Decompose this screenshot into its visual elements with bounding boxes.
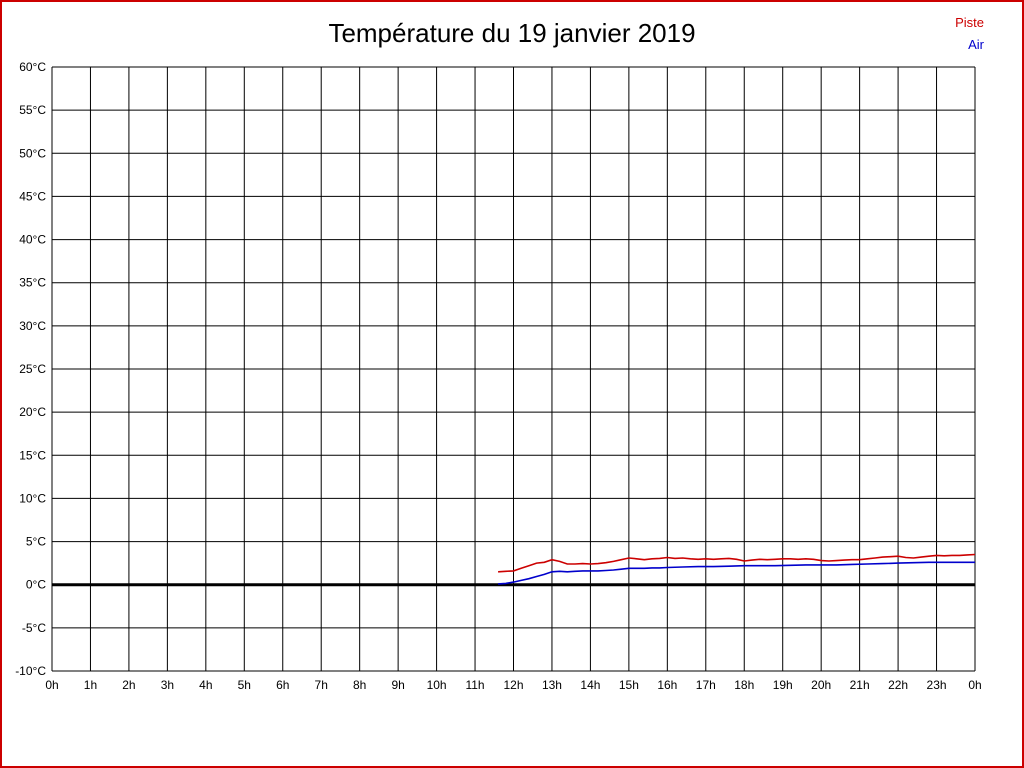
svg-text:12h: 12h xyxy=(503,678,523,692)
svg-text:3h: 3h xyxy=(161,678,174,692)
svg-text:1h: 1h xyxy=(84,678,97,692)
svg-text:40°C: 40°C xyxy=(19,233,46,247)
svg-text:5°C: 5°C xyxy=(26,535,46,549)
chart-legend: Piste Air xyxy=(955,12,984,56)
svg-text:21h: 21h xyxy=(850,678,870,692)
svg-text:15h: 15h xyxy=(619,678,639,692)
svg-text:22h: 22h xyxy=(888,678,908,692)
svg-text:20h: 20h xyxy=(811,678,831,692)
svg-text:7h: 7h xyxy=(315,678,328,692)
svg-text:30°C: 30°C xyxy=(19,319,46,333)
svg-text:0h: 0h xyxy=(45,678,58,692)
svg-text:10h: 10h xyxy=(427,678,447,692)
legend-item-air: Air xyxy=(968,37,984,52)
svg-text:17h: 17h xyxy=(696,678,716,692)
svg-text:0°C: 0°C xyxy=(26,578,46,592)
svg-text:25°C: 25°C xyxy=(19,362,46,376)
svg-text:35°C: 35°C xyxy=(19,276,46,290)
svg-text:14h: 14h xyxy=(580,678,600,692)
svg-text:16h: 16h xyxy=(657,678,677,692)
svg-text:60°C: 60°C xyxy=(19,60,46,74)
svg-text:-10°C: -10°C xyxy=(15,664,46,678)
svg-text:4h: 4h xyxy=(199,678,212,692)
svg-text:10°C: 10°C xyxy=(19,491,46,505)
svg-text:5h: 5h xyxy=(238,678,251,692)
svg-text:55°C: 55°C xyxy=(19,103,46,117)
svg-text:6h: 6h xyxy=(276,678,289,692)
svg-text:11h: 11h xyxy=(465,678,484,692)
svg-text:9h: 9h xyxy=(391,678,404,692)
legend-item-piste: Piste xyxy=(955,15,984,30)
svg-text:23h: 23h xyxy=(927,678,947,692)
svg-text:8h: 8h xyxy=(353,678,366,692)
svg-text:13h: 13h xyxy=(542,678,562,692)
svg-text:20°C: 20°C xyxy=(19,405,46,419)
svg-text:-5°C: -5°C xyxy=(22,621,46,635)
svg-text:45°C: 45°C xyxy=(19,189,46,203)
chart-title: Température du 19 janvier 2019 xyxy=(328,18,696,48)
svg-text:18h: 18h xyxy=(734,678,754,692)
svg-text:19h: 19h xyxy=(773,678,793,692)
svg-text:0h: 0h xyxy=(968,678,981,692)
svg-text:50°C: 50°C xyxy=(19,146,46,160)
svg-text:2h: 2h xyxy=(122,678,135,692)
svg-text:15°C: 15°C xyxy=(19,448,46,462)
